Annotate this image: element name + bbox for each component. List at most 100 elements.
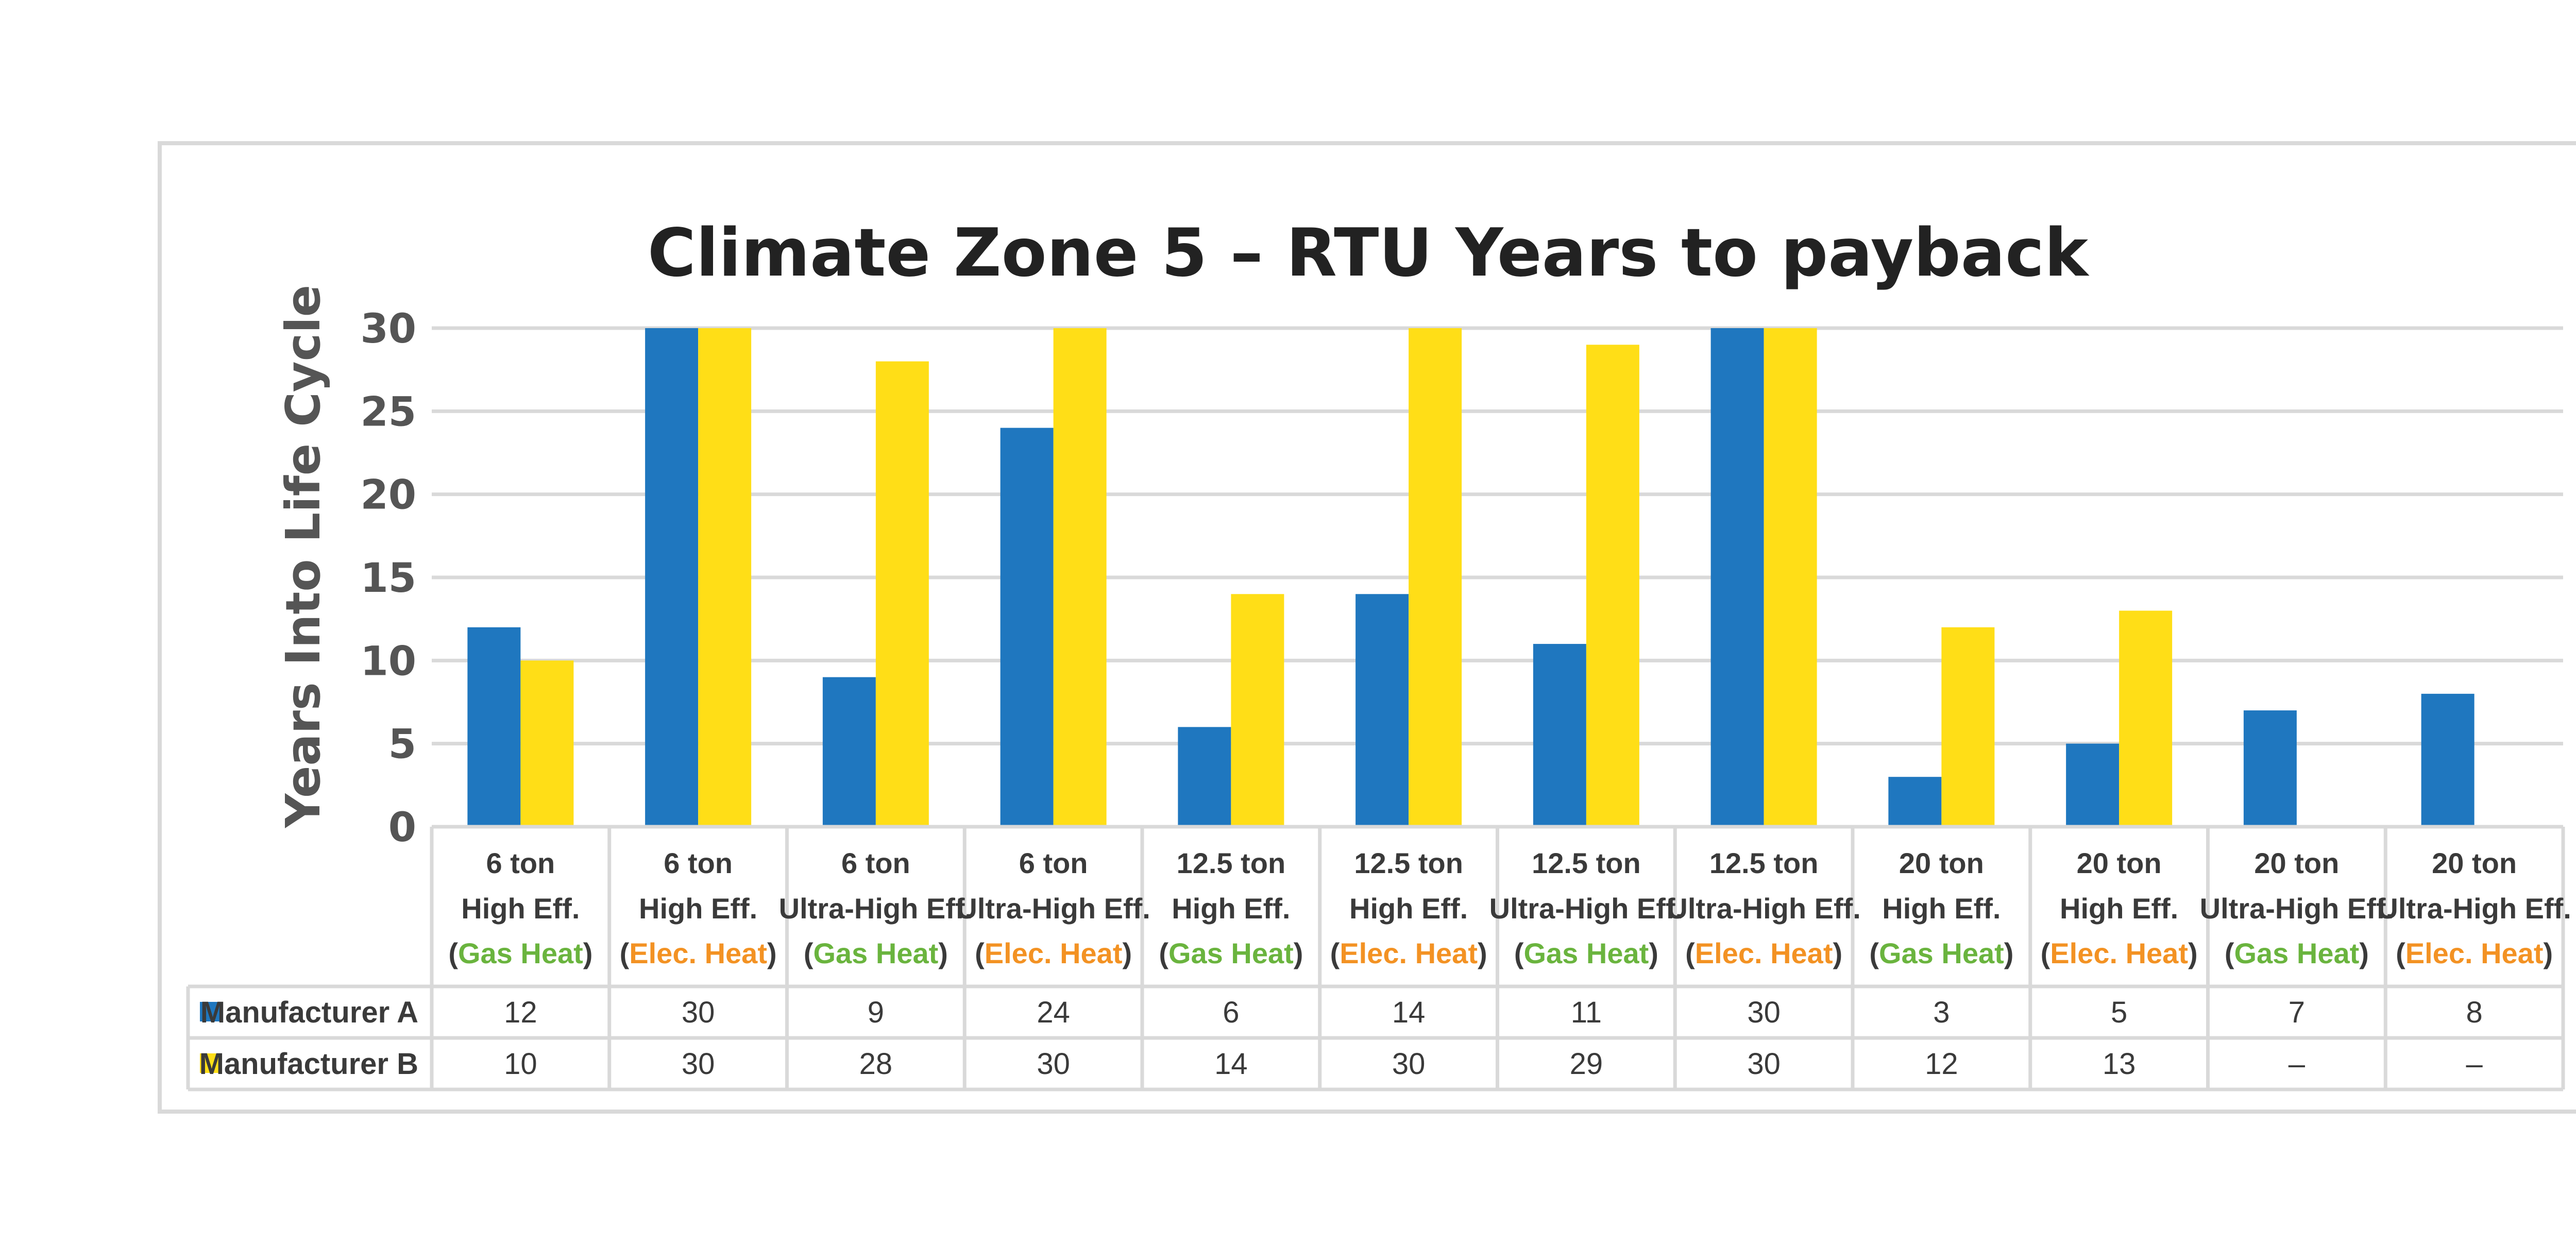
bar-b [1409,328,1462,827]
table-cell-value: 14 [1392,996,1426,1029]
table-cell-value: 14 [1214,1047,1248,1081]
table-cell-value: 8 [2466,996,2482,1029]
bar-b [1764,328,1817,827]
y-tick-label: 5 [388,722,416,768]
gridlines [432,326,2563,746]
category-heat-label: (Elec. Heat) [620,937,777,969]
bar-b [2119,610,2173,827]
category-heat-label: (Elec. Heat) [1685,937,1842,969]
bar-a [822,677,876,827]
category-size-label: 6 ton [486,847,555,879]
table-cell-value: 30 [1392,1047,1426,1081]
table-cell-value: 11 [1571,996,1602,1029]
table-cell-value: 29 [1570,1047,1603,1081]
category-heat-label: (Elec. Heat) [1330,937,1487,969]
category-efficiency-label: High Eff. [1172,892,1290,925]
category-efficiency-label: High Eff. [461,892,580,925]
bar-b [520,660,574,827]
category-size-label: 12.5 ton [1709,847,1819,879]
category-efficiency-label: Ultra-High Eff. [2377,892,2571,925]
table-cell-value: 30 [682,1047,715,1081]
category-heat-label: (Gas Heat) [448,937,592,969]
category-efficiency-label: High Eff. [1349,892,1468,925]
category-heat-label: (Gas Heat) [1869,937,2013,969]
y-tick-label: 10 [360,638,416,685]
bar-b [1586,345,1639,827]
category-heat-label: (Elec. Heat) [2041,937,2198,969]
table-cell-value: 30 [1747,996,1781,1029]
table-cell-value: 30 [682,996,715,1029]
table-cell-value: 12 [504,996,537,1029]
bar-a [2066,743,2120,827]
bar-b [1053,328,1107,827]
y-tick-label: 25 [360,389,416,435]
y-tick-label: 0 [388,805,416,851]
category-size-label: 12.5 ton [1177,847,1286,879]
bar-a [1000,428,1054,827]
bar-a [467,627,521,827]
category-size-label: 20 ton [2077,847,2162,879]
table-cell-value: – [2289,1047,2306,1081]
category-efficiency-label: Ultra-High Eff. [1667,892,1860,925]
legend-label: Manufacturer B [199,1047,418,1081]
category-efficiency-label: High Eff. [639,892,757,925]
table-cell-value: 7 [2289,996,2305,1029]
category-size-label: 20 ton [2254,847,2339,879]
category-size-label: 20 ton [2432,847,2517,879]
table-cell-value: 12 [1925,1047,1958,1081]
bar-a [1178,727,1231,827]
category-size-label: 6 ton [664,847,733,879]
category-heat-label: (Gas Heat) [1159,937,1303,969]
category-efficiency-label: Ultra-High Eff. [2200,892,2394,925]
y-axis-label: Years Into Life Cycle [276,285,331,828]
category-heat-label: (Gas Heat) [1514,937,1658,969]
bar-a [645,328,699,827]
table-cell-value: 5 [2111,996,2127,1029]
bar-b [1231,594,1284,827]
table-cell-value: – [2466,1047,2483,1081]
category-heat-label: (Elec. Heat) [975,937,1132,969]
table-cell-value: 3 [1933,996,1950,1029]
bar-a [1533,644,1586,827]
bar-a [2421,693,2475,827]
category-efficiency-label: Ultra-High Eff. [956,892,1150,925]
chart-frame [158,141,2576,1114]
category-heat-label: (Elec. Heat) [2396,937,2553,969]
category-efficiency-label: High Eff. [2060,892,2178,925]
category-size-label: 6 ton [1019,847,1088,879]
category-size-label: 6 ton [841,847,910,879]
bar-a [1888,777,1942,827]
y-axis-ticks: 0 5 10 15 20 25 30 [360,306,416,851]
bars [467,328,2475,827]
legend-swatch [200,1053,219,1073]
y-tick-label: 30 [360,306,416,352]
legend-label: Manufacturer A [200,996,418,1029]
data-table: 6 ton High Eff. (Gas Heat) 6 ton High Eff. (E… [186,825,2571,1091]
bar-a [2243,710,2297,827]
legend-swatch [200,1002,219,1021]
bar-a [1710,328,1764,827]
table-cell-value: 30 [1747,1047,1781,1081]
table-cell-value: 28 [859,1047,893,1081]
table-cell-value: 9 [868,996,884,1029]
category-heat-label: (Gas Heat) [804,937,948,969]
bar-b [1941,627,1995,827]
y-tick-label: 15 [360,555,416,602]
chart-title: Climate Zone 5 – RTU Years to payback [648,215,2090,292]
category-size-label: 20 ton [1899,847,1984,879]
table-cell-value: 6 [1223,996,1239,1029]
table-cell-value: 30 [1037,1047,1070,1081]
bar-b [698,328,752,827]
table-cell-value: 13 [2103,1047,2136,1081]
category-efficiency-label: Ultra-High Eff. [779,892,973,925]
table-cell-value: 10 [504,1047,537,1081]
category-efficiency-label: High Eff. [1882,892,2001,925]
category-heat-label: (Gas Heat) [2225,937,2369,969]
bar-a [1355,594,1409,827]
category-size-label: 12.5 ton [1532,847,1641,879]
y-tick-label: 20 [360,472,416,519]
category-size-label: 12.5 ton [1354,847,1463,879]
table-cell-value: 24 [1037,996,1070,1029]
category-efficiency-label: Ultra-High Eff. [1489,892,1683,925]
